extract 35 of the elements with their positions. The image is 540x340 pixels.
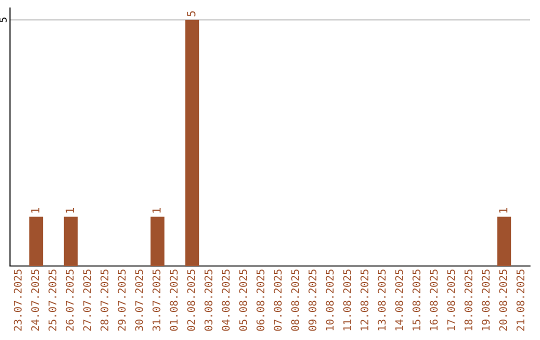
x-tick-label: 09.08.2025 — [308, 270, 316, 331]
data-label: 1 — [152, 208, 161, 213]
x-tick-label: 27.07.2025 — [83, 270, 92, 331]
x-tick-label: 06.08.2025 — [256, 270, 264, 331]
x-tick-label: 28.07.2025 — [100, 270, 108, 331]
x-tick-label: 12.08.2025 — [360, 270, 368, 330]
data-label: 1 — [499, 208, 508, 213]
x-tick-label: 29.07.2025 — [118, 270, 126, 331]
x-tick-label: 07.08.2025 — [274, 270, 282, 331]
x-tick-label: 05.08.2025 — [239, 270, 248, 331]
x-tick-label: 31.07.2025 — [152, 270, 160, 331]
x-tick-label: 18.08.2025 — [464, 270, 472, 330]
x-tick-label: 01.08.2025 — [170, 270, 178, 331]
x-tick-label: 08.08.2025 — [291, 270, 300, 331]
data-label: 5 — [187, 11, 196, 16]
x-tick-label: 04.08.2025 — [222, 270, 230, 331]
x-tick-label: 02.08.2025 — [187, 270, 196, 331]
x-tick-label: 20.08.2025 — [499, 270, 508, 331]
x-tick-label: 26.07.2025 — [66, 270, 74, 331]
x-tick-label: 19.08.2025 — [482, 270, 490, 330]
x-tick-label: 23.07.2025 — [14, 270, 22, 331]
x-tick-label: 14.08.2025 — [395, 270, 404, 330]
x-tick-label: 03.08.2025 — [204, 270, 212, 331]
data-label: 1 — [31, 208, 40, 213]
x-tick-label: 17.08.2025 — [447, 270, 456, 330]
data-label: 1 — [66, 208, 74, 213]
x-tick-label: 15.08.2025 — [412, 270, 420, 330]
x-tick-label: 11.08.2025 — [343, 270, 352, 330]
x-tick-label: 24.07.2025 — [31, 270, 40, 331]
x-tick-label: 21.08.2025 — [516, 270, 524, 331]
x-tick-label: 10.08.2025 — [326, 270, 334, 330]
x-tick-label: 13.08.2025 — [378, 270, 386, 330]
x-tick-label: 25.07.2025 — [48, 270, 56, 331]
x-tick-label: 16.08.2025 — [430, 270, 438, 330]
x-tick-label: 30.07.2025 — [135, 270, 144, 331]
